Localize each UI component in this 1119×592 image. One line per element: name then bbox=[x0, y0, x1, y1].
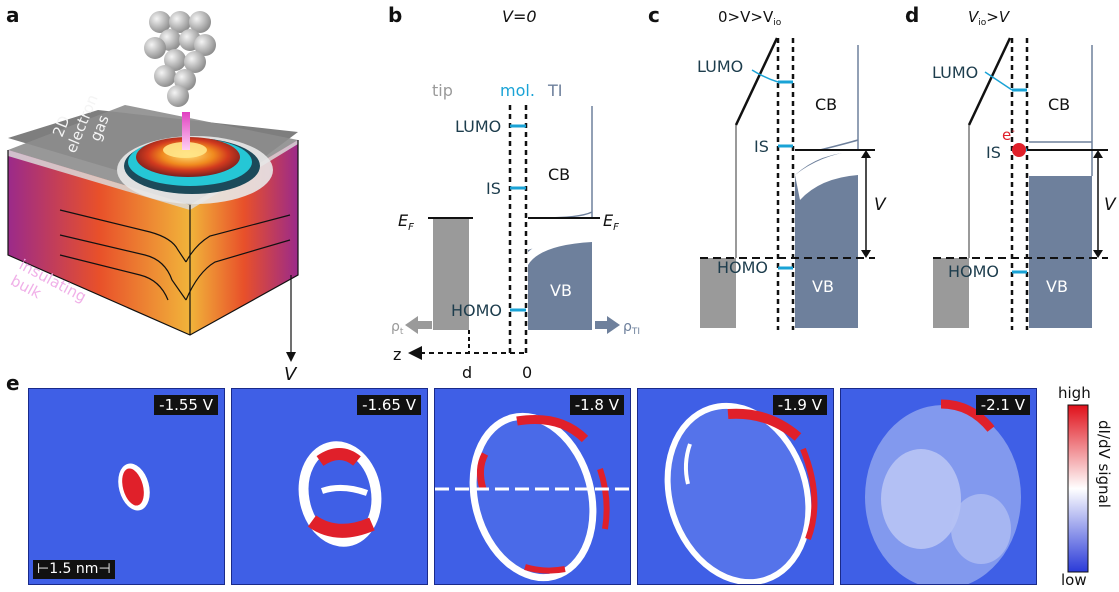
didv-map-4: -1.9 V bbox=[637, 388, 834, 585]
tip-label: tip bbox=[432, 81, 453, 100]
d-label: d bbox=[462, 363, 472, 382]
d-vb-label: VB bbox=[1046, 277, 1068, 296]
panel-a-v-label: V bbox=[284, 364, 298, 385]
colorbar-low: low bbox=[1061, 571, 1087, 589]
rho-ti-label: ρTI bbox=[623, 319, 640, 337]
panel-c-title: 0>V>Vio bbox=[718, 8, 782, 28]
map-4-voltage: -1.9 V bbox=[772, 395, 827, 415]
d-lumo-label: LUMO bbox=[932, 63, 978, 82]
panel-d-title: Vio>V bbox=[968, 8, 1011, 28]
panel-e-label: e bbox=[6, 371, 20, 395]
panel-b-label: b bbox=[388, 3, 402, 27]
c-homo-label: HOMO bbox=[717, 258, 768, 277]
electron-icon bbox=[1012, 143, 1026, 157]
d-cb-label: CB bbox=[1048, 95, 1070, 114]
didv-map-1: -1.55 V ⊢1.5 nm⊣ bbox=[28, 388, 225, 585]
scalebar: ⊢1.5 nm⊣ bbox=[33, 560, 115, 579]
c-cb-label: CB bbox=[815, 95, 837, 114]
is-label: IS bbox=[486, 179, 501, 198]
panel-d-label: d bbox=[905, 3, 919, 27]
tunneling-beam bbox=[182, 112, 190, 150]
zero-label: 0 bbox=[522, 363, 532, 382]
colorbar bbox=[1067, 404, 1089, 573]
panel-b-diagram: tip mol. TI EF EF LUMO IS HOMO CB VB ρt … bbox=[391, 81, 640, 382]
lumo-label: LUMO bbox=[455, 117, 501, 136]
c-is-label: IS bbox=[754, 137, 769, 156]
didv-map-2: -1.65 V bbox=[231, 388, 428, 585]
ef-left: EF bbox=[398, 211, 414, 233]
panel-d-diagram: e- LUMO IS HOMO CB VB V bbox=[932, 37, 1117, 330]
electron-label: e- bbox=[1002, 126, 1015, 144]
map-1-voltage: -1.55 V bbox=[154, 395, 218, 415]
ef-right: EF bbox=[603, 211, 619, 233]
panel-c-label: c bbox=[648, 3, 660, 27]
map-2-voltage: -1.65 V bbox=[357, 395, 421, 415]
ti-label: TI bbox=[547, 81, 563, 100]
didv-map-5: -2.1 V bbox=[840, 388, 1037, 585]
rho-t-label: ρt bbox=[391, 319, 404, 337]
colorbar-high: high bbox=[1058, 384, 1091, 402]
d-v-label: V bbox=[1104, 195, 1117, 215]
homo-label: HOMO bbox=[451, 301, 502, 320]
panel-b-title: V=0 bbox=[502, 7, 537, 26]
stm-tip-icon bbox=[144, 11, 216, 107]
panel-a-label: a bbox=[6, 3, 20, 27]
didv-map-3: -1.8 V bbox=[434, 388, 631, 585]
panel-a-illustration: 2Delectrongas insulatingbulk V bbox=[7, 11, 299, 385]
map-5-voltage: -2.1 V bbox=[975, 395, 1030, 415]
c-lumo-label: LUMO bbox=[697, 57, 743, 76]
panel-c-diagram: LUMO IS HOMO CB VB V bbox=[697, 37, 887, 330]
d-homo-label: HOMO bbox=[948, 262, 999, 281]
c-vb-label: VB bbox=[812, 277, 834, 296]
d-is-label: IS bbox=[986, 143, 1001, 162]
map-3-voltage: -1.8 V bbox=[569, 395, 624, 415]
cb-label: CB bbox=[548, 165, 570, 184]
tip-dos bbox=[433, 218, 469, 330]
colorbar-title: dI/dV signal bbox=[1095, 420, 1113, 508]
z-label: z bbox=[393, 345, 401, 364]
c-v-label: V bbox=[874, 195, 887, 215]
vb-label: VB bbox=[550, 281, 572, 300]
mol-label: mol. bbox=[500, 81, 535, 100]
